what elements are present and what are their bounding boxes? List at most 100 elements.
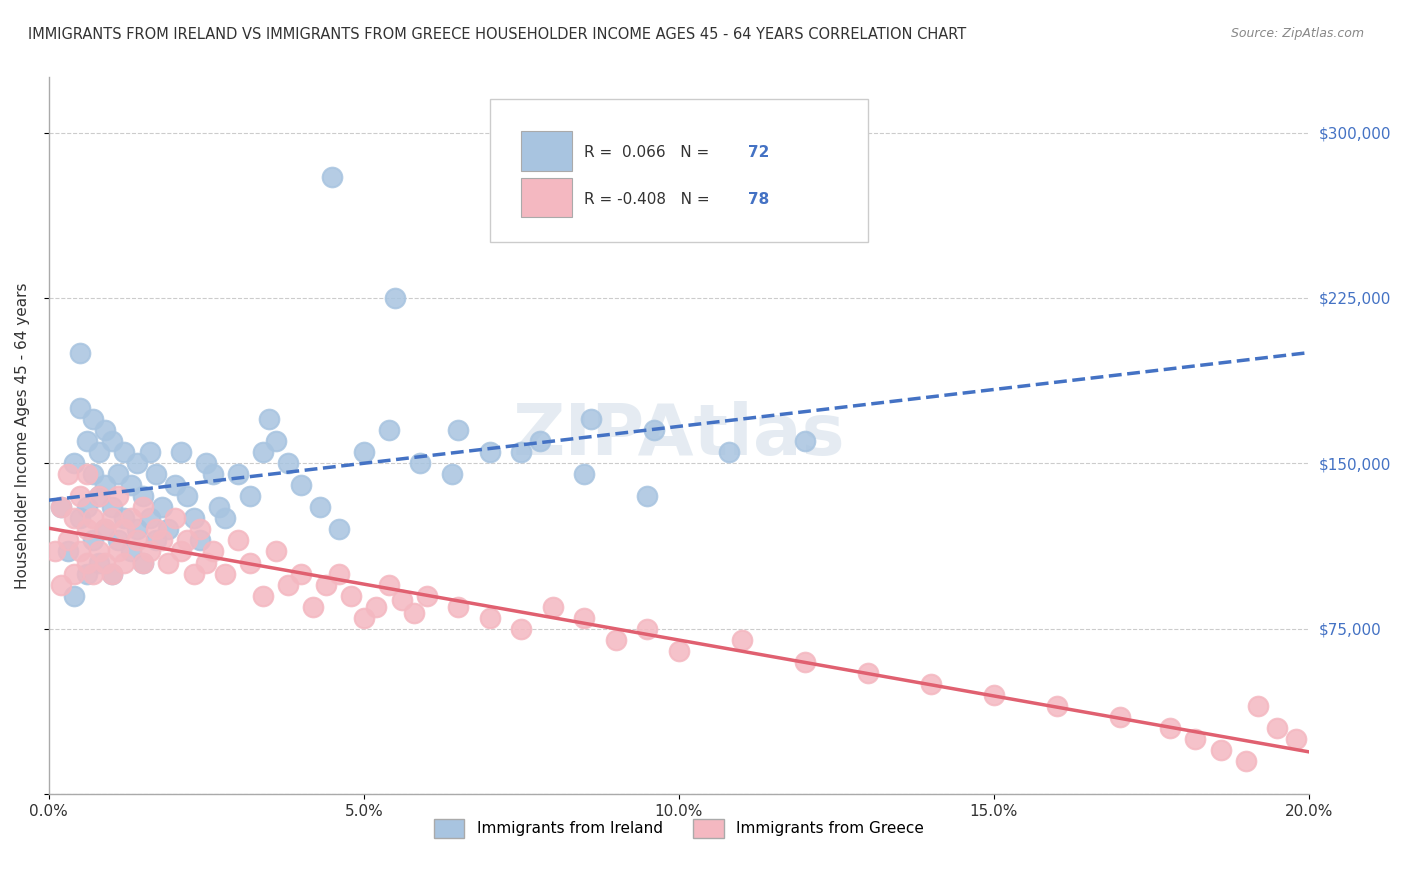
Point xyxy=(51,500,73,515)
Point xyxy=(132,556,155,570)
Point xyxy=(264,544,287,558)
FancyBboxPatch shape xyxy=(489,99,868,243)
Point xyxy=(1234,754,1257,768)
Point xyxy=(94,523,117,537)
Point xyxy=(112,556,135,570)
Point xyxy=(170,544,193,558)
Point xyxy=(440,467,463,482)
Point xyxy=(1159,721,1181,735)
Point xyxy=(195,556,218,570)
Point xyxy=(125,533,148,548)
Point xyxy=(69,544,91,558)
Point xyxy=(793,434,815,449)
Point xyxy=(277,456,299,470)
Point xyxy=(100,434,122,449)
Point xyxy=(579,412,602,426)
Point xyxy=(1265,721,1288,735)
Point xyxy=(447,423,470,437)
Point xyxy=(226,533,249,548)
Point xyxy=(94,556,117,570)
Point xyxy=(125,456,148,470)
Point xyxy=(89,489,111,503)
FancyBboxPatch shape xyxy=(522,178,572,217)
Point xyxy=(163,511,186,525)
Point xyxy=(112,511,135,525)
Point xyxy=(541,599,564,614)
Point xyxy=(63,566,86,581)
Point xyxy=(447,599,470,614)
Point xyxy=(188,523,211,537)
Point xyxy=(321,169,343,184)
Point xyxy=(163,478,186,492)
Point xyxy=(201,467,224,482)
Point xyxy=(100,566,122,581)
Point xyxy=(195,456,218,470)
Point xyxy=(340,589,363,603)
Point xyxy=(574,610,596,624)
Point xyxy=(132,556,155,570)
Point xyxy=(63,589,86,603)
Point xyxy=(157,523,180,537)
Point xyxy=(120,478,142,492)
Point xyxy=(264,434,287,449)
Point xyxy=(208,500,231,515)
Point xyxy=(132,500,155,515)
Text: IMMIGRANTS FROM IRELAND VS IMMIGRANTS FROM GREECE HOUSEHOLDER INCOME AGES 45 - 6: IMMIGRANTS FROM IRELAND VS IMMIGRANTS FR… xyxy=(28,27,966,42)
Point xyxy=(1247,698,1270,713)
Point xyxy=(529,434,551,449)
Point xyxy=(1285,731,1308,746)
Point xyxy=(89,445,111,459)
Point xyxy=(69,401,91,416)
Text: R = -0.408   N =: R = -0.408 N = xyxy=(585,192,714,207)
Point xyxy=(478,445,501,459)
Point xyxy=(259,412,281,426)
Point xyxy=(378,577,401,591)
Point xyxy=(793,655,815,669)
Point xyxy=(183,511,205,525)
Point xyxy=(404,606,426,620)
Point xyxy=(51,500,73,515)
Point xyxy=(983,688,1005,702)
Point xyxy=(138,511,160,525)
Point xyxy=(252,589,274,603)
Point xyxy=(478,610,501,624)
Point xyxy=(150,500,173,515)
Point xyxy=(510,445,533,459)
Y-axis label: Householder Income Ages 45 - 64 years: Householder Income Ages 45 - 64 years xyxy=(15,283,30,589)
Point xyxy=(56,467,79,482)
Point xyxy=(510,622,533,636)
Point xyxy=(290,566,312,581)
Point xyxy=(76,500,98,515)
Point xyxy=(201,544,224,558)
Point xyxy=(183,566,205,581)
Point xyxy=(138,544,160,558)
Point xyxy=(82,412,104,426)
Text: 78: 78 xyxy=(748,192,769,207)
Point xyxy=(89,489,111,503)
Point xyxy=(82,511,104,525)
Point xyxy=(56,533,79,548)
Text: 72: 72 xyxy=(748,145,769,161)
Point xyxy=(107,533,129,548)
Point xyxy=(391,593,413,607)
Point xyxy=(636,622,658,636)
Point xyxy=(226,467,249,482)
Point xyxy=(63,511,86,525)
Point xyxy=(176,489,198,503)
Point xyxy=(409,456,432,470)
Text: Source: ZipAtlas.com: Source: ZipAtlas.com xyxy=(1230,27,1364,40)
Point xyxy=(1209,743,1232,757)
Point xyxy=(100,500,122,515)
Point xyxy=(239,556,262,570)
FancyBboxPatch shape xyxy=(522,131,572,170)
Point xyxy=(574,467,596,482)
Point xyxy=(290,478,312,492)
Point xyxy=(63,456,86,470)
Point xyxy=(353,445,375,459)
Point xyxy=(176,533,198,548)
Point xyxy=(82,566,104,581)
Point xyxy=(157,556,180,570)
Text: R =  0.066   N =: R = 0.066 N = xyxy=(585,145,714,161)
Point xyxy=(107,467,129,482)
Point xyxy=(94,478,117,492)
